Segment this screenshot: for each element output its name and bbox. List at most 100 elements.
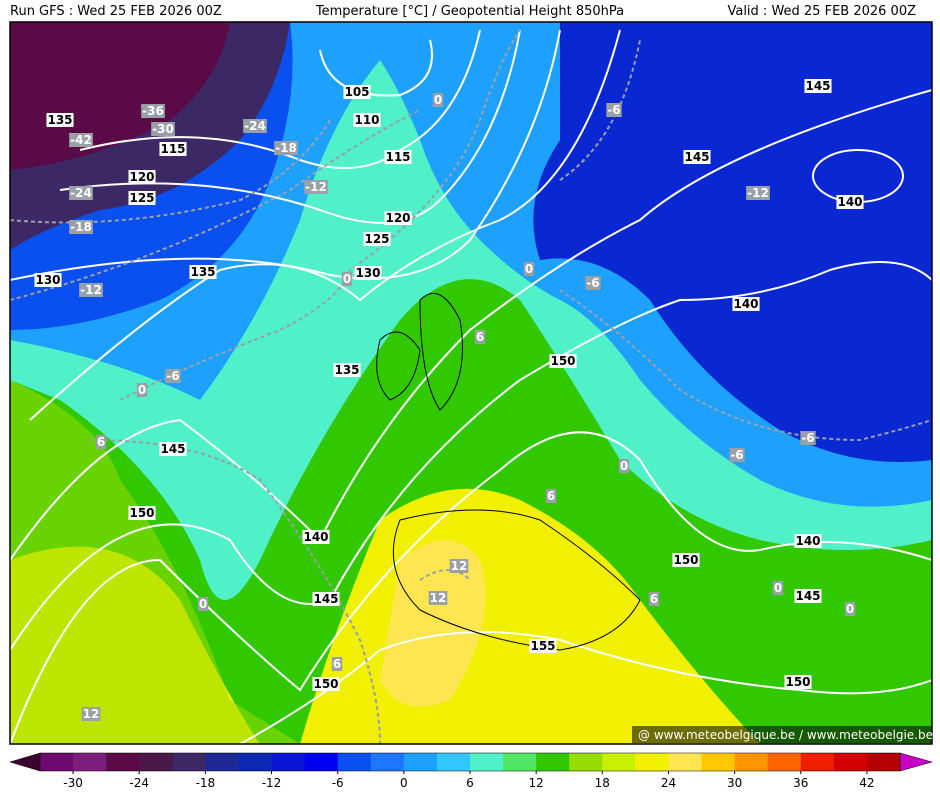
height-label-bg [312,592,340,606]
colorbar-swatch [370,753,405,771]
temperature-label: 0 [846,602,854,616]
run-label: Run GFS : Wed 25 FEB 2026 00Z [10,4,222,19]
field-cold [533,22,932,462]
temperature-label-bg [69,133,93,147]
field-mild [10,380,300,744]
temperature-label: 0 [343,272,351,286]
colorbar-swatch [536,753,570,771]
height-label: 105 [344,85,369,99]
temperature-label-bg [331,657,343,671]
height-label: 140 [837,195,862,209]
colorbar-over [899,752,933,772]
temperature-label: -12 [305,180,327,194]
temperature-label: -18 [275,141,297,155]
temperature-label: -18 [70,220,92,234]
colorbar-tick-label: 18 [595,776,610,790]
height-contours [10,29,932,744]
temperature-label: -36 [142,104,164,118]
temperature-label-bg [428,591,448,605]
height-label-bg [159,442,187,456]
height-label: 145 [684,150,709,164]
height-label: 135 [334,363,359,377]
temperature-label: 0 [525,262,533,276]
field-warm [380,540,486,707]
height-label-bg [302,530,330,544]
temperature-label: -6 [730,448,743,462]
map-frame [9,21,933,745]
colorbar-swatch [668,753,703,771]
height-label-bg [549,354,577,368]
height-label: 135 [190,265,215,279]
height-label: 140 [733,297,758,311]
colorbar-swatch [833,753,868,771]
temperature-label: 6 [547,489,555,503]
height-label-bg [128,170,156,184]
height-label: 155 [530,639,555,653]
height-label-bg [189,265,217,279]
colorbar-swatch [635,753,669,771]
temperature-label: 0 [620,459,628,473]
valid-label: Valid : Wed 25 FEB 2026 00Z [727,4,916,19]
height-label-bg [363,232,391,246]
temperature-label: -24 [244,119,266,133]
colorbar-tick-label: -12 [262,776,282,790]
colorbar: -30 -24 -18 -12 -6 0 6 12 18 24 30 36 42 [9,752,933,790]
colorbar-tick-label: 12 [529,776,544,790]
height-label: 150 [673,553,698,567]
height-label-bg [312,677,340,691]
height-label-bg [354,266,382,280]
map-title: Temperature [°C] / Geopotential Height 8… [315,4,624,19]
height-label: 115 [385,150,410,164]
temperature-label: 12 [430,591,447,605]
temperature-label-bg [746,186,770,200]
temperature-label: -6 [607,103,620,117]
height-label: 150 [550,354,575,368]
temperature-label-bg [274,141,298,155]
height-label: 120 [129,170,154,184]
temperature-label-bg [341,272,353,286]
colorbar-tick-label: 6 [466,776,474,790]
colorbar-tick-label: -24 [129,776,149,790]
height-label: 150 [785,675,810,689]
temperature-label: 6 [476,330,484,344]
colorbar-swatch [238,753,273,771]
coastlines [376,292,641,651]
colorbar-swatch [470,753,504,771]
temperature-label-bg [729,448,745,462]
field-very-cold [10,22,230,170]
height-label: 145 [313,592,338,606]
temperature-label: -30 [152,122,174,136]
temperature-label: -42 [70,133,92,147]
watermark: @ www.meteobelgique.be / www.meteobelgie… [638,728,933,742]
colorbar-swatch [767,753,802,771]
colorbar-tick-label: -18 [196,776,216,790]
height-label: 135 [47,113,72,127]
height-label: 140 [795,534,820,548]
temperature-label-bg [136,383,148,397]
colorbar-swatch [866,753,901,771]
height-label-bg [836,195,864,209]
height-label: 125 [364,232,389,246]
height-label-bg [34,273,62,287]
height-label-bg [794,589,822,603]
temperature-label: -12 [747,186,769,200]
colorbar-swatch [304,753,339,771]
temperature-label-bg [69,220,93,234]
height-label-bg [333,363,361,377]
colorbar-swatch [503,753,537,771]
height-label: 110 [354,113,379,127]
height-label-bg [732,297,760,311]
colorbar-tick-label: -6 [332,776,344,790]
temperature-label: 0 [199,597,207,611]
colorbar-swatch [701,753,736,771]
temperature-label: 0 [774,581,782,595]
height-label-bg [128,506,156,520]
colorbar-tick-label: -30 [63,776,83,790]
height-label-bg [384,150,412,164]
height-label-bg [46,113,74,127]
colorbar-swatch [205,753,239,771]
temperature-label-bg [95,435,107,449]
colorbar-swatch [436,753,471,771]
